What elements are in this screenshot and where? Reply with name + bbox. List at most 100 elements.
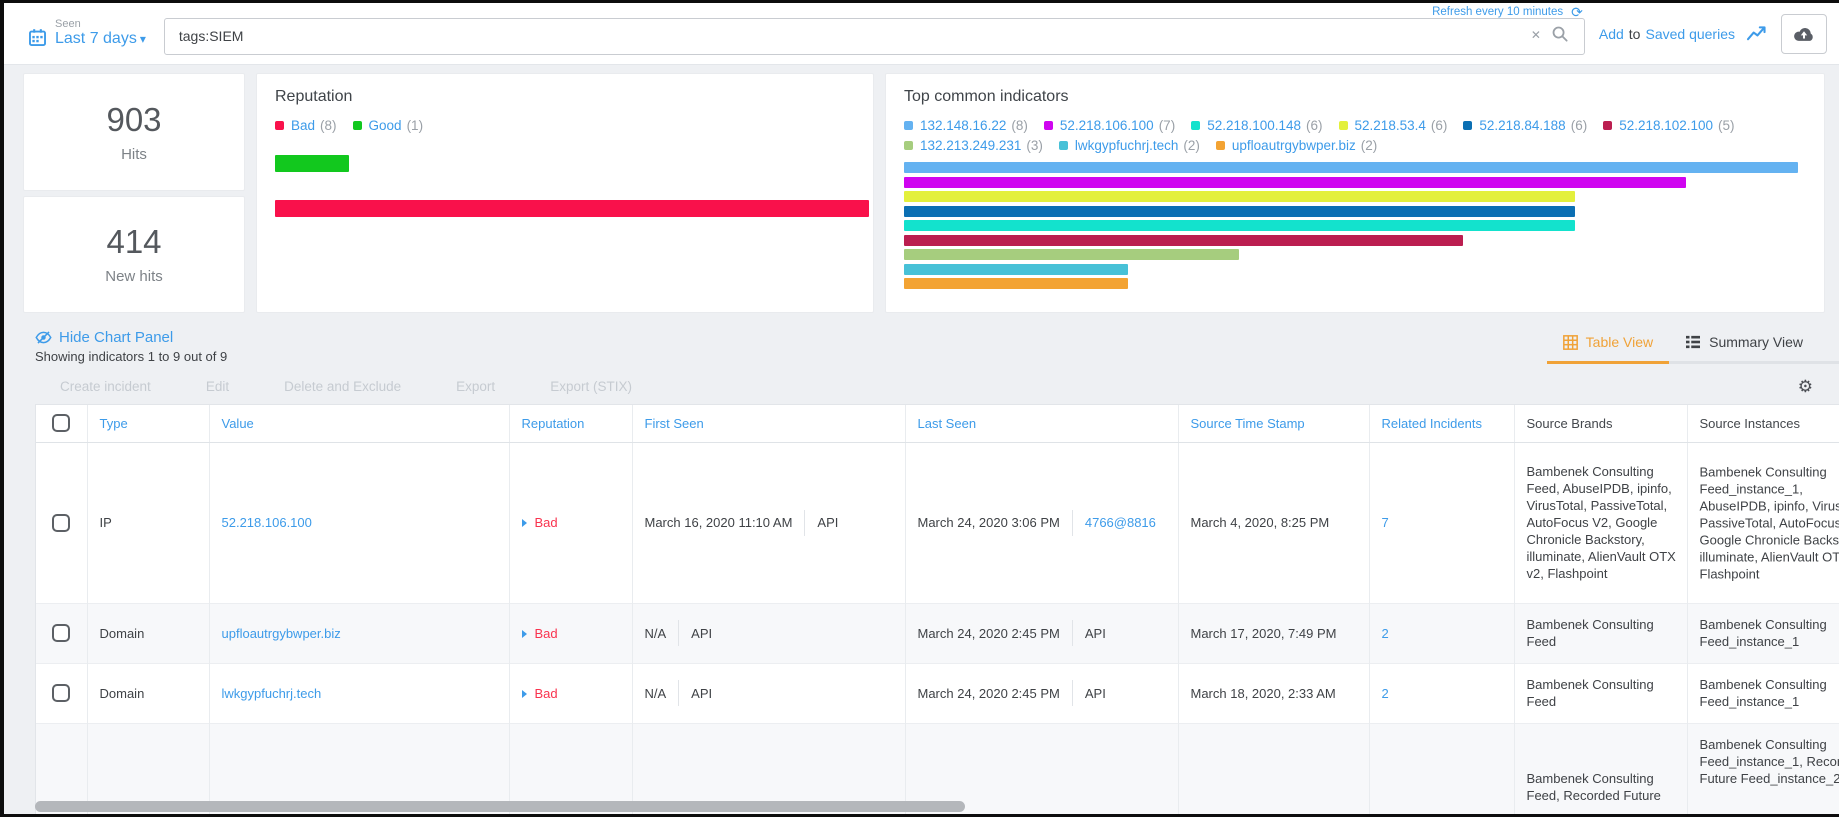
legend-label[interactable]: 52.218.100.148 bbox=[1207, 118, 1302, 133]
topbar: Seen Last 7 days ▾ Refresh every 10 minut… bbox=[4, 3, 1839, 65]
date-range-filter[interactable]: Seen Last 7 days ▾ bbox=[28, 17, 146, 48]
legend-item-52.218.84.188[interactable]: 52.218.84.188 (6) bbox=[1463, 118, 1587, 133]
refresh-label: Refresh every 10 minutes bbox=[1432, 5, 1564, 18]
row-checkbox[interactable] bbox=[52, 684, 71, 702]
legend-label[interactable]: 52.218.53.4 bbox=[1354, 118, 1426, 133]
row-checkbox[interactable] bbox=[52, 624, 71, 642]
indicator-type: IP bbox=[99, 515, 112, 530]
col-type[interactable]: Type bbox=[87, 405, 210, 443]
seen-source-link[interactable]: 4766@8816 bbox=[1084, 515, 1156, 530]
tab-summary-view[interactable]: Summary View bbox=[1669, 324, 1819, 364]
related-incidents-link[interactable]: 2 bbox=[1381, 685, 1389, 701]
source-brands: Bambenek Consulting Feed, Recorded Futur… bbox=[1526, 770, 1661, 803]
export-stix-button[interactable]: Export (STIX) bbox=[550, 378, 632, 394]
chevron-down-icon: ▾ bbox=[139, 32, 146, 47]
legend-swatch bbox=[275, 121, 284, 130]
cloud-upload-icon bbox=[1794, 28, 1813, 41]
calendar-icon bbox=[29, 29, 46, 47]
chart-bar-upfloautrgybwper.biz[interactable] bbox=[904, 278, 1128, 289]
related-incidents-link[interactable]: 2 bbox=[1381, 625, 1389, 641]
seen-label: Seen bbox=[55, 17, 81, 30]
refresh-icon[interactable]: ⟳ bbox=[1571, 3, 1583, 20]
legend-count: (2) bbox=[1183, 138, 1200, 153]
legend-item-lwkgypfuchrj.tech[interactable]: lwkgypfuchrj.tech (2) bbox=[1058, 138, 1200, 153]
tab-table-view[interactable]: Table View bbox=[1546, 324, 1670, 364]
indicator-value-link[interactable]: upfloautrgybwper.biz bbox=[221, 625, 341, 641]
col-related-incidents[interactable]: Related Incidents bbox=[1369, 405, 1515, 443]
indicator-value-link[interactable]: 52.218.106.100 bbox=[221, 515, 312, 530]
export-button[interactable]: Export bbox=[456, 378, 496, 394]
cell-divider bbox=[1071, 509, 1073, 536]
indicator-value-link[interactable]: lwkgypfuchrj.tech bbox=[221, 685, 322, 701]
col-reputation[interactable]: Reputation bbox=[509, 405, 633, 443]
search-icon[interactable] bbox=[1551, 25, 1569, 43]
legend-label[interactable]: 132.148.16.22 bbox=[920, 118, 1007, 133]
horizontal-scrollbar-thumb[interactable] bbox=[35, 801, 965, 812]
legend-label[interactable]: upfloautrgybwper.biz bbox=[1231, 138, 1356, 153]
legend-item-Good[interactable]: Good (1) bbox=[352, 118, 424, 133]
related-incidents-link[interactable]: 7 bbox=[1381, 515, 1389, 530]
col-first-seen[interactable]: First Seen bbox=[632, 405, 906, 443]
cell-divider bbox=[1071, 680, 1073, 706]
chart-bar-52.218.102.100[interactable] bbox=[904, 234, 1463, 246]
seen-date: March 24, 2020 2:45 PM bbox=[917, 685, 1060, 701]
legend-item-52.218.106.100[interactable]: 52.218.106.100 (7) bbox=[1043, 118, 1175, 133]
expand-row-icon[interactable] bbox=[521, 519, 527, 527]
chart-bar-Good[interactable] bbox=[275, 155, 350, 172]
chart-bar-Bad[interactable] bbox=[275, 200, 869, 217]
legend-item-52.218.102.100[interactable]: 52.218.102.100 (5) bbox=[1603, 118, 1735, 133]
legend-item-132.148.16.22[interactable]: 132.148.16.22 (8) bbox=[904, 118, 1028, 133]
legend-item-52.218.100.148[interactable]: 52.218.100.148 (6) bbox=[1191, 118, 1323, 133]
select-all-checkbox[interactable] bbox=[52, 414, 71, 433]
source-brands: Bambenek Consulting Feed bbox=[1526, 617, 1654, 649]
chart-bar-lwkgypfuchrj.tech[interactable] bbox=[904, 263, 1128, 275]
legend-item-52.218.53.4[interactable]: 52.218.53.4 (6) bbox=[1338, 118, 1447, 133]
saved-queries-link[interactable]: Saved queries bbox=[1645, 25, 1735, 42]
seen-date: N/A bbox=[644, 685, 667, 701]
expand-row-icon[interactable] bbox=[521, 689, 527, 698]
delete-and-exclude-button[interactable]: Delete and Exclude bbox=[284, 378, 402, 394]
edit-button[interactable]: Edit bbox=[205, 378, 230, 394]
upload-button[interactable] bbox=[1781, 13, 1827, 54]
legend-item-upfloautrgybwper.biz[interactable]: upfloautrgybwper.biz (2) bbox=[1215, 138, 1377, 153]
top-indicators-bars bbox=[904, 162, 1798, 289]
chart-bar-132.148.16.22[interactable] bbox=[904, 162, 1798, 173]
indicator-type: Domain bbox=[99, 685, 145, 701]
legend-label[interactable]: 52.218.102.100 bbox=[1619, 118, 1714, 133]
chart-bar-52.218.100.148[interactable] bbox=[904, 220, 1575, 231]
chart-panel: 903 Hits 414 New hits Reputation Bad (8) G… bbox=[4, 73, 1839, 313]
chart-bar-52.218.84.188[interactable] bbox=[904, 205, 1575, 217]
create-incident-button[interactable]: Create incident bbox=[60, 378, 151, 394]
new-hits-stat: 414 New hits bbox=[23, 195, 245, 313]
add-to-saved-queries[interactable]: Add to Saved queries bbox=[1599, 25, 1767, 42]
legend-count: (6) bbox=[1570, 118, 1588, 133]
clear-search-icon[interactable]: ✕ bbox=[1530, 27, 1541, 42]
legend-label[interactable]: Bad bbox=[291, 118, 316, 133]
legend-label[interactable]: 132.213.249.231 bbox=[920, 138, 1022, 153]
chart-bar-52.218.53.4[interactable] bbox=[904, 191, 1575, 202]
chart-bar-132.213.249.231[interactable] bbox=[904, 249, 1240, 260]
settings-gear-icon[interactable]: ⚙ bbox=[1797, 376, 1813, 396]
legend-item-132.213.249.231[interactable]: 132.213.249.231 (3) bbox=[904, 138, 1043, 153]
chart-bar-52.218.106.100[interactable] bbox=[904, 176, 1687, 188]
table-row: Domain upfloautrgybwper.biz Bad N/A API March… bbox=[36, 602, 1839, 663]
legend-label[interactable]: 52.218.84.188 bbox=[1479, 118, 1566, 133]
search-input[interactable] bbox=[163, 17, 1585, 55]
legend-label[interactable]: 52.218.106.100 bbox=[1059, 118, 1154, 133]
refresh-control[interactable]: Refresh every 10 minutes ⟳ bbox=[1432, 5, 1583, 19]
col-value[interactable]: Value bbox=[209, 405, 510, 443]
cell-divider bbox=[1071, 620, 1073, 646]
hide-chart-panel-link[interactable]: Hide Chart Panel bbox=[35, 329, 227, 346]
table-row: Bambenek Consulting Feed, Recorded Futur… bbox=[36, 722, 1839, 814]
legend-swatch bbox=[352, 121, 362, 130]
col-source-time-stamp[interactable]: Source Time Stamp bbox=[1178, 405, 1370, 443]
col-last-seen[interactable]: Last Seen bbox=[905, 405, 1179, 443]
expand-row-icon[interactable] bbox=[521, 629, 527, 638]
legend-item-Bad[interactable]: Bad (8) bbox=[275, 118, 337, 133]
legend-swatch bbox=[1191, 121, 1201, 130]
legend-label[interactable]: lwkgypfuchrj.tech bbox=[1074, 138, 1179, 153]
row-checkbox[interactable] bbox=[52, 513, 71, 532]
legend-count: (1) bbox=[406, 118, 424, 133]
legend-label[interactable]: Good bbox=[368, 118, 402, 133]
cell-divider bbox=[678, 620, 680, 646]
